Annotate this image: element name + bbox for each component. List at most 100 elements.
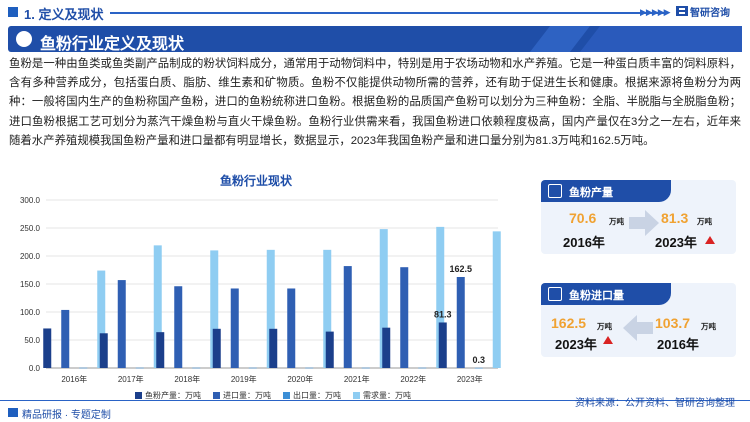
bar <box>400 267 409 368</box>
bar <box>99 333 108 368</box>
bar <box>418 367 427 369</box>
legend-swatch <box>353 392 360 399</box>
bar <box>269 328 278 368</box>
footer-tagline: 精品研报 · 专题定制 <box>22 410 111 421</box>
bar <box>474 367 483 369</box>
production-card-header: 鱼粉产量 <box>541 180 671 202</box>
y-tick-label: 100.0 <box>20 308 41 317</box>
bar-chart: 0.0 50.0 100.0 150.0 200.0 250.0 300.0 2016年 201… <box>20 196 501 384</box>
x-tick-label: 2016年 <box>61 374 87 384</box>
legend-item: 鱼粉产量：万吨 <box>135 390 201 401</box>
intro-paragraph: 鱼粉是一种由鱼类或鱼类副产品制成的粉状饲料成分，通常用于动物饲料中，特别是用于农… <box>9 58 741 147</box>
chevrons-icon: ▶▶▶▶▶ <box>640 7 671 17</box>
legend-item: 出口量：万吨 <box>283 390 341 401</box>
chart-title: 鱼粉行业现状 <box>220 174 293 188</box>
bar <box>343 266 352 368</box>
legend-item: 需求量：万吨 <box>353 390 411 401</box>
import-card: 鱼粉进口量 162.5 万吨 2023年 103.7 万吨 2016年 <box>541 283 736 357</box>
bar <box>210 250 219 368</box>
import-right-year: 2016年 <box>657 337 699 352</box>
data-label: 81.3 <box>434 309 452 319</box>
bar <box>153 245 162 368</box>
bar <box>438 322 447 368</box>
bar <box>379 229 388 368</box>
bar <box>248 367 257 369</box>
x-tick-label: 2021年 <box>344 374 370 384</box>
legend-label: 进口量：万吨 <box>223 391 271 400</box>
production-icon <box>548 184 562 198</box>
bar <box>325 331 334 368</box>
y-tick-label: 300.0 <box>20 196 41 205</box>
production-right-year: 2023年 <box>655 235 697 250</box>
legend-label: 需求量：万吨 <box>363 391 411 400</box>
data-label: 162.5 <box>449 264 472 274</box>
bar <box>323 249 332 368</box>
arrow-left-icon <box>623 315 653 341</box>
bar <box>456 277 465 368</box>
x-tick-label: 2023年 <box>457 374 483 384</box>
legend-item: 进口量：万吨 <box>213 390 271 401</box>
brand-name: 智研咨询 <box>690 8 730 19</box>
data-label: 0.3 <box>472 355 485 365</box>
import-left-year: 2023年 <box>555 337 597 352</box>
footer-marker-icon <box>8 408 18 417</box>
import-left-value: 162.5 <box>551 315 587 331</box>
bar <box>79 367 88 369</box>
x-tick-label: 2020年 <box>287 374 313 384</box>
x-tick-label: 2018年 <box>174 374 200 384</box>
production-right-value: 81.3 <box>661 210 689 226</box>
section-title: 1. 定义及现状 <box>24 7 104 22</box>
bar <box>117 280 126 368</box>
bar <box>192 367 201 369</box>
y-tick-label: 50.0 <box>24 336 40 345</box>
x-tick-label: 2019年 <box>231 374 257 384</box>
top-header: 1. 定义及现状 ▶▶▶▶▶ <box>0 0 750 26</box>
source-note: 资料来源：公开资料、智研咨询整理 <box>575 398 735 409</box>
legend-swatch <box>283 392 290 399</box>
bar <box>230 288 239 368</box>
bar <box>156 332 165 368</box>
production-left-unit: 万吨 <box>609 217 624 226</box>
legend-swatch <box>135 392 142 399</box>
y-tick-label: 200.0 <box>20 252 41 261</box>
legend-swatch <box>213 392 220 399</box>
bar <box>492 231 501 368</box>
bar <box>212 328 221 368</box>
bar <box>287 288 296 368</box>
import-icon <box>548 287 562 301</box>
legend-label: 鱼粉产量：万吨 <box>145 391 201 400</box>
bar <box>305 367 314 369</box>
x-tick-label: 2022年 <box>400 374 426 384</box>
page-title: 鱼粉行业定义及现状 <box>40 36 185 53</box>
banner-icon <box>16 31 32 47</box>
chart-legend: 鱼粉产量：万吨 进口量：万吨 出口量：万吨 需求量：万吨 <box>135 390 411 401</box>
bar <box>174 286 183 368</box>
production-left-value: 70.6 <box>569 210 597 226</box>
import-right-unit: 万吨 <box>701 322 716 331</box>
bar <box>361 367 370 369</box>
import-left-unit: 万吨 <box>597 322 612 331</box>
production-right-unit: 万吨 <box>697 217 712 226</box>
production-left-year: 2016年 <box>563 235 605 250</box>
section-marker-icon <box>8 7 18 17</box>
y-tick-label: 0.0 <box>29 364 41 373</box>
import-right-value: 103.7 <box>655 315 691 331</box>
y-tick-label: 250.0 <box>20 224 41 233</box>
arrow-right-icon <box>629 210 659 236</box>
y-tick-label: 150.0 <box>20 280 41 289</box>
up-arrow-icon <box>603 336 613 344</box>
x-tick-label: 2017年 <box>118 374 144 384</box>
import-card-header: 鱼粉进口量 <box>541 283 671 305</box>
bar <box>266 249 275 368</box>
bar <box>43 328 52 368</box>
header-rule <box>110 12 665 14</box>
up-arrow-icon <box>705 236 715 244</box>
production-card: 鱼粉产量 70.6 万吨 2016年 81.3 万吨 2023年 <box>541 180 736 254</box>
brand-logo-icon <box>676 6 688 16</box>
bar <box>436 226 445 368</box>
bar <box>135 367 144 369</box>
banner-decoration-icon <box>530 26 742 52</box>
import-card-title: 鱼粉进口量 <box>569 290 624 302</box>
bar <box>382 327 391 368</box>
footer-rule <box>0 400 750 401</box>
